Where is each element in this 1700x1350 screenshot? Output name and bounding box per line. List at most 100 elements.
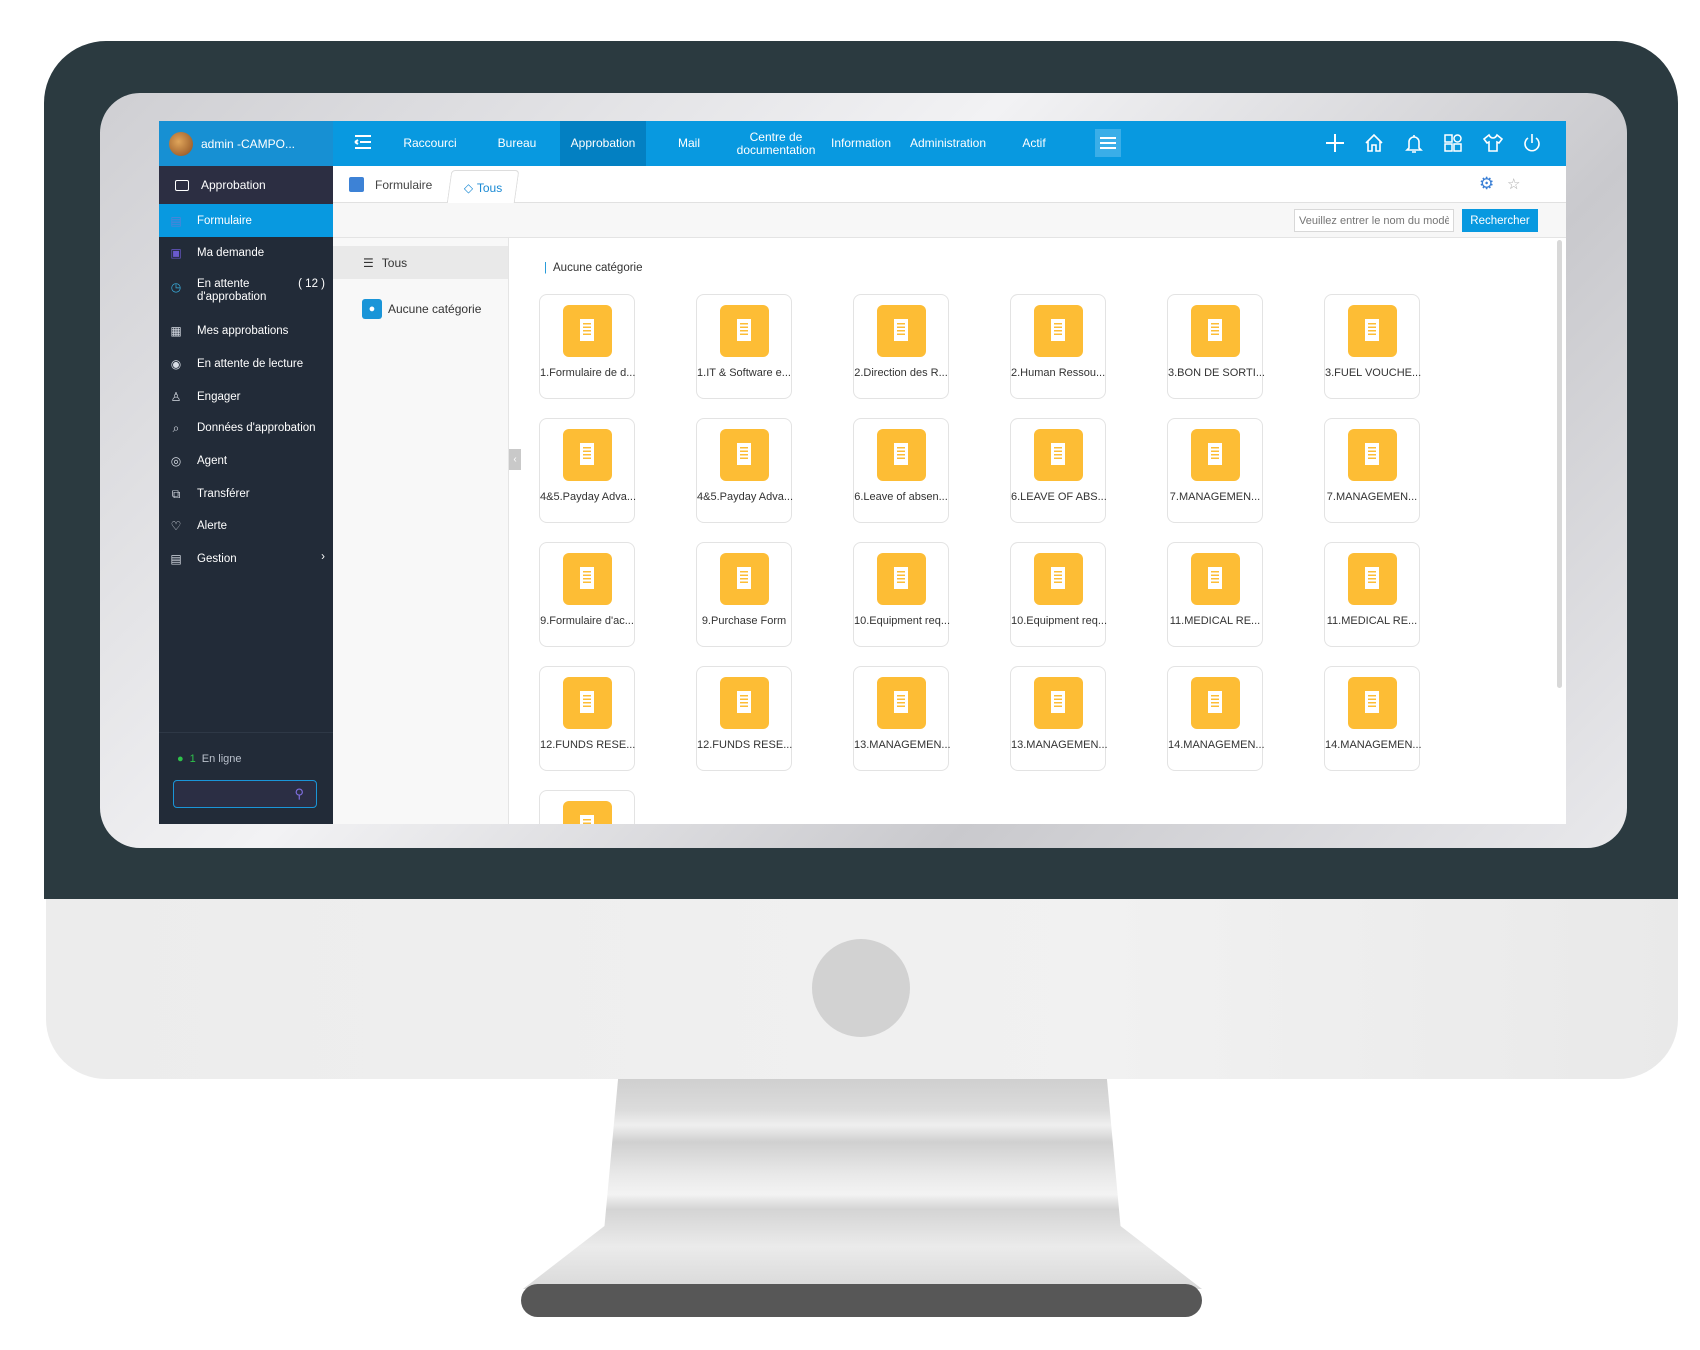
gear-icon[interactable]: ⚙ [1479, 174, 1495, 193]
sidebar-item-donnees[interactable]: ⌕ Données d'approbation [159, 420, 333, 436]
sidebar-item-gestion[interactable]: ▤ Gestion › [170, 551, 325, 566]
pending-count-badge: ( 12 ) [298, 278, 325, 290]
document-icon [1034, 677, 1083, 729]
form-tile[interactable]: 10.Equipment req... [1010, 542, 1107, 647]
nav-information[interactable]: Information [830, 136, 892, 150]
form-tile[interactable]: 7.MANAGEMEN... [1324, 418, 1420, 523]
sidebar-section-approbation[interactable]: Approbation [159, 166, 333, 204]
plus-icon[interactable] [1324, 132, 1346, 154]
form-title: 3.BON DE SORTI... [1168, 367, 1265, 379]
form-tile[interactable]: 1.IT & Software e... [696, 294, 792, 399]
manage-icon: ▤ [170, 552, 182, 566]
form-title: 7.MANAGEMEN... [1326, 491, 1418, 503]
tab-tous[interactable]: ◇ Tous [446, 170, 520, 204]
form-title: 13.MANAGEMEN... [1011, 739, 1108, 751]
form-tile[interactable]: 6.Leave of absen... [853, 418, 949, 523]
apps-icon[interactable] [1442, 132, 1464, 154]
document-icon [877, 429, 926, 481]
nav-approbation[interactable]: Approbation [560, 121, 646, 166]
category-panel: ☰ Tous ● Aucune catégorie [333, 238, 509, 824]
form-tile[interactable] [539, 790, 635, 824]
nav-actif[interactable]: Actif [1022, 136, 1046, 150]
category-all[interactable]: ☰ Tous [333, 246, 508, 279]
document-icon [877, 677, 926, 729]
home-icon[interactable] [1363, 132, 1385, 154]
top-navbar: admin -CAMPO... Raccourci Bureau Approba… [159, 121, 1566, 166]
form-tile[interactable]: 7.MANAGEMEN... [1167, 418, 1263, 523]
nav-mail[interactable]: Mail [677, 136, 701, 150]
sidebar-item-lecture[interactable]: ◉ En attente de lecture [170, 357, 304, 371]
scrollbar[interactable] [1557, 240, 1562, 688]
nav-bureau[interactable]: Bureau [497, 136, 537, 150]
sidebar-search-input[interactable]: ⚲ [173, 780, 317, 808]
form-tile[interactable]: 3.FUEL VOUCHE... [1324, 294, 1421, 399]
form-tile[interactable]: 9.Formulaire d'ac... [539, 542, 635, 647]
form-tile[interactable]: 14.MANAGEMEN... [1167, 666, 1265, 771]
document-icon [1348, 677, 1397, 729]
sidebar-item-formulaire[interactable]: ▤ Formulaire [159, 204, 333, 237]
request-icon: ▣ [170, 246, 182, 260]
sidebar: Approbation ▤ Formulaire ▣ Ma demande ◷ En … [159, 166, 333, 824]
sidebar-item-en-attente[interactable]: ◷ En attente d'approbation( 12 ) [170, 278, 325, 303]
sidebar-item-mes-approbations[interactable]: ▦ Mes approbations [170, 324, 289, 338]
document-icon [1348, 305, 1397, 357]
power-icon[interactable] [1521, 132, 1543, 154]
form-tile[interactable]: 6.LEAVE OF ABS... [1010, 418, 1107, 523]
form-tile[interactable]: 9.Purchase Form [696, 542, 792, 647]
document-icon [720, 305, 769, 357]
online-user-icon: ● [177, 753, 184, 765]
toolbar: Rechercher [333, 203, 1566, 238]
form-title: 1.IT & Software e... [697, 367, 791, 379]
search-icon[interactable]: ⚲ [294, 786, 304, 801]
form-tile[interactable]: 12.FUNDS RESE... [696, 666, 792, 771]
bell-icon[interactable] [1403, 132, 1425, 154]
nav-administration[interactable]: Administration [909, 136, 987, 150]
form-title: 14.MANAGEMEN... [1325, 739, 1422, 751]
form-tile[interactable]: 12.FUNDS RESE... [539, 666, 635, 771]
nav-raccourci[interactable]: Raccourci [403, 136, 457, 150]
eye-icon: ◉ [170, 357, 182, 371]
form-title: 9.Formulaire d'ac... [540, 615, 634, 627]
breadcrumb: Formulaire [375, 178, 433, 192]
form-tile[interactable]: 3.BON DE SORTI... [1167, 294, 1265, 399]
form-tile[interactable]: 11.MEDICAL RE... [1324, 542, 1420, 647]
template-search-input[interactable] [1294, 209, 1454, 232]
form-title: 4&5.Payday Adva... [697, 491, 794, 503]
group-title: | Aucune catégorie [544, 262, 643, 274]
form-tile[interactable]: 2.Human Ressou... [1010, 294, 1106, 399]
more-menu-icon[interactable] [1095, 129, 1121, 157]
document-icon [720, 677, 769, 729]
document-icon [1034, 429, 1083, 481]
form-title: 11.MEDICAL RE... [1326, 615, 1418, 627]
form-tile[interactable]: 10.Equipment req... [853, 542, 950, 647]
star-icon[interactable]: ☆ [1507, 176, 1521, 193]
nav-centre-documentation[interactable]: Centre de documentation [736, 129, 816, 157]
form-tile[interactable]: 2.Direction des R... [853, 294, 949, 399]
user-menu[interactable]: admin -CAMPO... [159, 121, 333, 166]
user-icon: ♙ [170, 390, 182, 404]
form-title: 12.FUNDS RESE... [697, 739, 793, 751]
form-tile[interactable]: 13.MANAGEMEN... [1010, 666, 1108, 771]
collapse-menu-icon[interactable] [354, 132, 372, 154]
shirt-icon[interactable] [1482, 132, 1504, 154]
sidebar-item-ma-demande[interactable]: ▣ Ma demande [170, 246, 265, 260]
form-tile[interactable]: 4&5.Payday Adva... [539, 418, 636, 523]
sidebar-item-transferer[interactable]: ⧉ Transférer [159, 486, 333, 502]
category-aucune[interactable]: ● Aucune catégorie [362, 299, 481, 319]
form-tile[interactable]: 14.MANAGEMEN... [1324, 666, 1422, 771]
form-grid: | Aucune catégorie 1.Formulaire de d... 1.… [509, 238, 1566, 824]
document-icon [1191, 677, 1240, 729]
collapse-panel-handle[interactable]: ‹ [509, 449, 521, 470]
form-tile[interactable]: 13.MANAGEMEN... [853, 666, 951, 771]
document-icon [720, 553, 769, 605]
sidebar-item-alerte[interactable]: ♡ Alerte [170, 519, 228, 533]
form-tile[interactable]: 11.MEDICAL RE... [1167, 542, 1263, 647]
document-icon [563, 801, 612, 824]
form-tile[interactable]: 1.Formulaire de d... [539, 294, 635, 399]
document-icon [1191, 553, 1240, 605]
document-icon [563, 305, 612, 357]
form-tile[interactable]: 4&5.Payday Adva... [696, 418, 794, 523]
sidebar-item-agent[interactable]: ◎ Agent [170, 454, 228, 468]
search-button[interactable]: Rechercher [1462, 209, 1538, 232]
sidebar-item-engager[interactable]: ♙ Engager [170, 390, 241, 404]
